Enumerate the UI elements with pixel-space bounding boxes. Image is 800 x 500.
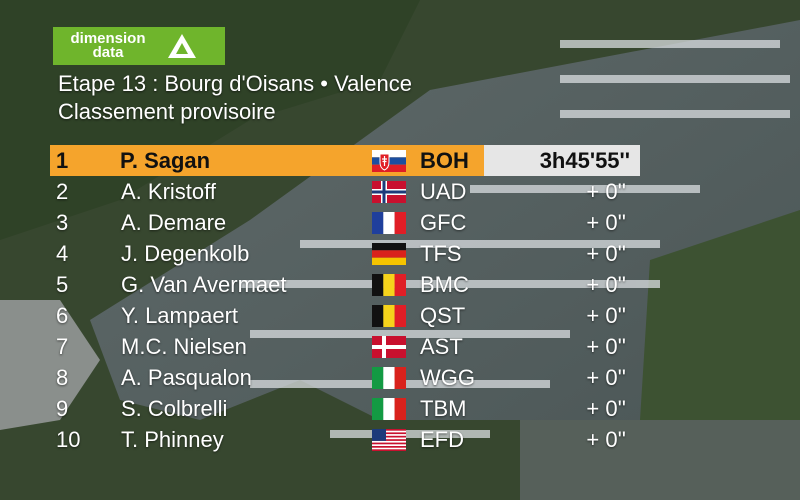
standings-row: 8 A. Pasqualon WGG + 0'': [50, 362, 640, 393]
standings-row: 3 A. Demare GFC + 0'': [50, 207, 640, 238]
team-code: GFC: [420, 210, 467, 235]
denmark-flag-icon: [372, 336, 406, 358]
standings-row: 5 G. Van Avermaet BMC + 0'': [50, 269, 640, 300]
stage-title: Etape 13 : Bourg d'Oisans • Valence: [58, 71, 412, 96]
rank: 8: [56, 365, 69, 390]
time-value: + 0'': [586, 334, 626, 359]
rider-name: T. Phinney: [121, 427, 224, 452]
logo-triangle-icon: [168, 34, 196, 58]
time-value: + 0'': [586, 427, 626, 452]
france-flag-icon: [372, 212, 406, 234]
dimension-data-logo: dimension data: [53, 27, 225, 65]
stage-header: Etape 13 : Bourg d'Oisans • Valence Clas…: [58, 70, 412, 126]
rider-name: P. Sagan: [120, 148, 211, 173]
rider-name: S. Colbrelli: [121, 396, 228, 421]
standings-row-leader: 1 P. Sagan BOH 3h45'55'': [50, 145, 640, 176]
rank: 6: [56, 303, 69, 328]
rank: 1: [56, 148, 69, 173]
team-code: EFD: [420, 427, 464, 452]
time-value: 3h45'55'': [484, 145, 640, 176]
time-value: + 0'': [586, 396, 626, 421]
rider-name: A. Kristoff: [121, 179, 216, 204]
rank: 7: [56, 334, 69, 359]
italy-flag-icon: [372, 398, 406, 420]
norway-flag-icon: [372, 181, 406, 203]
rider-name: M.C. Nielsen: [121, 334, 247, 359]
belgium-flag-icon: [372, 274, 406, 296]
standings-row: 9 S. Colbrelli TBM + 0'': [50, 393, 640, 424]
time-value: + 0'': [586, 365, 626, 390]
rider-name: A. Pasqualon: [121, 365, 252, 390]
team-code: WGG: [420, 365, 475, 390]
rank: 9: [56, 396, 69, 421]
rank: 4: [56, 241, 69, 266]
time-value: + 0'': [586, 303, 626, 328]
rank: 3: [56, 210, 69, 235]
rider-name: Y. Lampaert: [121, 303, 239, 328]
standings-row: 2 A. Kristoff UAD + 0'': [50, 176, 640, 207]
standings-row: 10 T. Phinney EFD + 0'': [50, 424, 640, 455]
standings-subtitle: Classement provisoire: [58, 99, 276, 124]
standings-row: 4 J. Degenkolb TFS + 0'': [50, 238, 640, 269]
standings-row: 7 M.C. Nielsen AST + 0'': [50, 331, 640, 362]
rider-name: J. Degenkolb: [121, 241, 250, 266]
time-value: + 0'': [586, 272, 626, 297]
germany-flag-icon: [372, 243, 406, 265]
logo-text: dimension data: [70, 30, 146, 61]
slovakia-flag-icon: [372, 150, 406, 172]
standings-row: 6 Y. Lampaert QST + 0'': [50, 300, 640, 331]
italy-flag-icon: [372, 367, 406, 389]
rank: 2: [56, 179, 69, 204]
rider-name: A. Demare: [121, 210, 227, 235]
belgium-flag-icon: [372, 305, 406, 327]
team-code: UAD: [420, 179, 467, 204]
rank: 5: [56, 272, 69, 297]
time-value: + 0'': [586, 179, 626, 204]
time-value: + 0'': [586, 210, 626, 235]
team-code: AST: [420, 334, 463, 359]
rank: 10: [56, 427, 81, 452]
team-code: QST: [420, 303, 466, 328]
standings-table: 1 P. Sagan BOH 3h45'55'' 2 A. Kristoff U…: [50, 145, 640, 455]
team-code: BOH: [420, 148, 469, 173]
team-code: BMC: [420, 272, 469, 297]
rider-name: G. Van Avermaet: [121, 272, 287, 297]
team-code: TBM: [420, 396, 467, 421]
time-value: + 0'': [586, 241, 626, 266]
team-code: TFS: [420, 241, 462, 266]
usa-flag-icon: [372, 429, 406, 451]
